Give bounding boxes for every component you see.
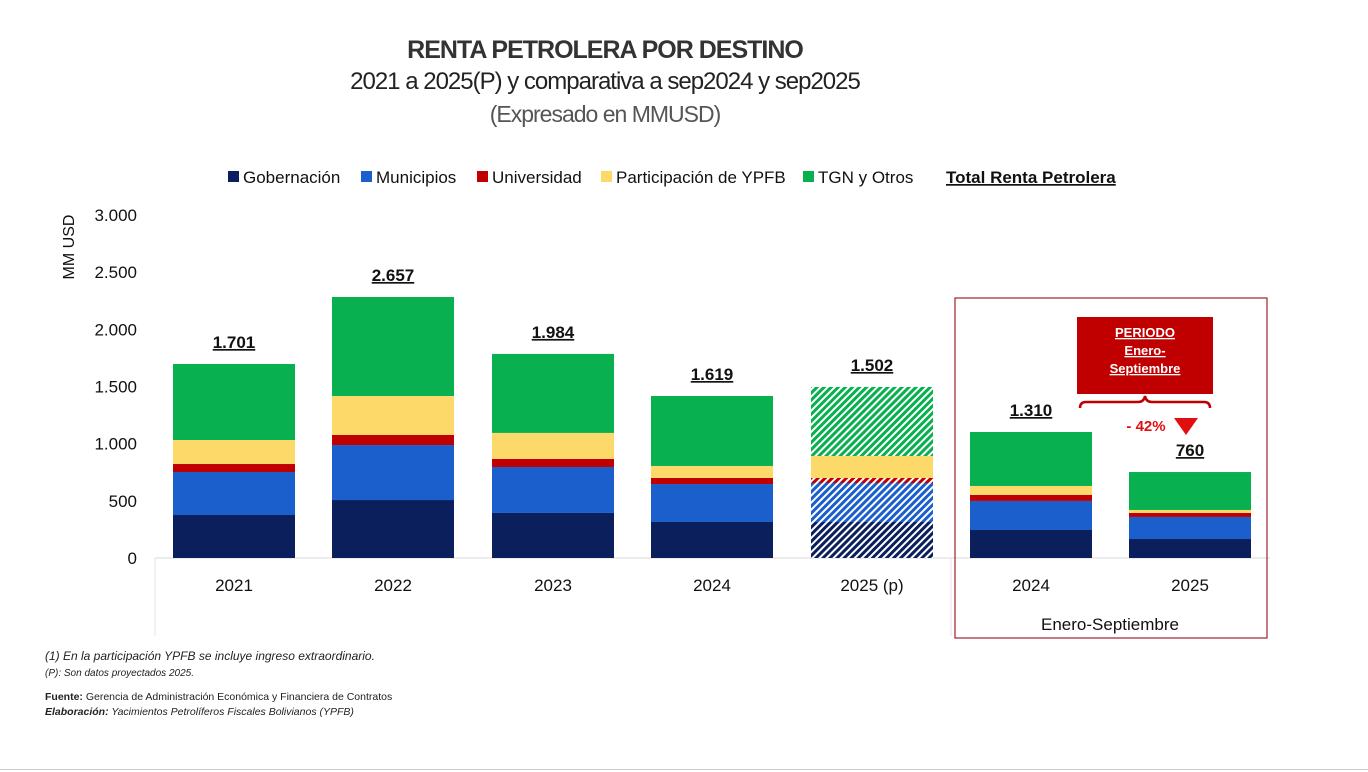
x-tick-label: 2021	[215, 576, 253, 595]
total-label: 1.619	[691, 365, 734, 384]
brace-icon	[1078, 395, 1212, 409]
source-text: Gerencia de Administración Económica y F…	[85, 691, 393, 703]
chart-title: RENTA PETROLERA POR DESTINO	[407, 36, 804, 64]
bar-segment-gobernaci-n	[332, 500, 454, 558]
y-tick-label: 1.500	[94, 378, 137, 397]
down-triangle-icon	[1174, 418, 1198, 435]
bar-segment-gobernaci-n	[970, 529, 1092, 558]
legend-label: TGN y Otros	[818, 168, 913, 187]
bar-segment-participaci-n-de-ypfb	[970, 485, 1092, 496]
total-label: 1.984	[532, 323, 575, 342]
y-tick-label: 500	[109, 492, 137, 511]
bar-segment-universidad	[651, 477, 773, 485]
enero-septiembre-box	[954, 297, 1268, 639]
bar-segment-municipios	[173, 472, 295, 516]
bar-segment-municipios	[970, 500, 1092, 530]
bar-segment-participaci-n-de-ypfb	[332, 395, 454, 435]
bar-segment-municipios	[811, 482, 933, 522]
group-label: Enero-Septiembre	[1041, 615, 1179, 634]
legend-swatch	[601, 171, 612, 182]
total-label: 1.310	[1010, 401, 1053, 420]
y-tick-label: 2.000	[94, 320, 137, 339]
x-tick-label: 2024	[693, 576, 731, 595]
x-tick-label: 2025	[1171, 576, 1209, 595]
bar-segment-participaci-n-de-ypfb	[1129, 509, 1251, 513]
total-label: 760	[1176, 441, 1204, 460]
source-label: Fuente:	[45, 691, 83, 703]
bar-segment-universidad	[492, 458, 614, 467]
bar-segment-municipios	[492, 466, 614, 513]
legend-swatch	[803, 171, 814, 182]
bar-segment-participaci-n-de-ypfb	[651, 465, 773, 478]
bar-segment-tgn-y-otros	[332, 296, 454, 396]
legend-label: Universidad	[492, 168, 582, 187]
bar-segment-gobernaci-n	[492, 512, 614, 558]
bar-segment-municipios	[332, 445, 454, 501]
legend-swatch	[477, 171, 488, 182]
legend-label: Gobernación	[243, 168, 340, 187]
y-axis-label: MM USD	[61, 215, 78, 280]
bottom-divider	[0, 769, 1368, 770]
footnote-2: (P): Son datos proyectados 2025.	[45, 668, 194, 679]
y-tick-label: 3.000	[94, 206, 137, 225]
bar-segment-universidad	[970, 495, 1092, 501]
bar-segment-participaci-n-de-ypfb	[173, 440, 295, 465]
bar-segment-participaci-n-de-ypfb	[492, 432, 614, 459]
x-tick-label: 2023	[534, 576, 572, 595]
legend-label: Municipios	[376, 168, 456, 187]
x-tick-label: 2022	[374, 576, 412, 595]
legend-total-label: Total Renta Petrolera	[946, 168, 1116, 187]
y-tick-label: 2.500	[94, 263, 137, 282]
periodo-callout	[1077, 317, 1213, 394]
bar-segment-tgn-y-otros	[651, 395, 773, 466]
source-line: Fuente: Gerencia de Administración Econó…	[45, 691, 392, 703]
total-label: 1.701	[213, 333, 256, 352]
bar-segment-tgn-y-otros	[173, 363, 295, 441]
y-tick-label: 1.000	[94, 435, 137, 454]
bar-segment-gobernaci-n	[173, 515, 295, 558]
callout-text: Enero-	[1124, 343, 1165, 358]
legend-swatch	[361, 171, 372, 182]
elaboration-line: Elaboración: Yacimientos Petrolíferos Fi…	[45, 706, 354, 718]
callout-text: PERIODO	[1115, 325, 1175, 340]
chart-subtitle-units: (Expresado en MMUSD)	[489, 101, 722, 127]
bar-segment-gobernaci-n	[1129, 539, 1251, 558]
bar-segment-participaci-n-de-ypfb	[811, 456, 933, 478]
bar-segment-gobernaci-n	[651, 521, 773, 558]
bar-segment-municipios	[1129, 516, 1251, 540]
bar-segment-tgn-y-otros	[492, 353, 614, 433]
elaboration-text: Yacimientos Petrolíferos Fiscales Bolivi…	[111, 706, 354, 718]
bar-segment-gobernaci-n	[811, 521, 933, 558]
legend-label: Participación de YPFB	[616, 168, 786, 187]
x-tick-label: 2024	[1012, 576, 1050, 595]
bar-segment-universidad	[332, 434, 454, 446]
y-tick-label: 0	[128, 549, 137, 568]
bar-segment-universidad	[1129, 512, 1251, 517]
chart-subtitle: 2021 a 2025(P) y comparativa a sep2024 y…	[350, 68, 861, 95]
change-percent-label: - 42%	[1126, 418, 1165, 435]
bar-segment-municipios	[651, 484, 773, 522]
bar-segment-universidad	[811, 477, 933, 483]
footnote-1: (1) En la participación YPFB se incluye …	[45, 649, 375, 663]
callout-text: Septiembre	[1110, 361, 1181, 376]
total-label: 2.657	[372, 266, 415, 285]
bar-segment-universidad	[173, 464, 295, 473]
x-tick-label: 2025 (p)	[840, 576, 903, 595]
bar-segment-tgn-y-otros	[970, 432, 1092, 486]
legend-swatch	[228, 171, 239, 182]
bar-segment-tgn-y-otros	[1129, 472, 1251, 510]
bar-segment-tgn-y-otros	[811, 386, 933, 457]
elaboration-label: Elaboración:	[45, 706, 109, 718]
total-label: 1.502	[851, 356, 894, 375]
